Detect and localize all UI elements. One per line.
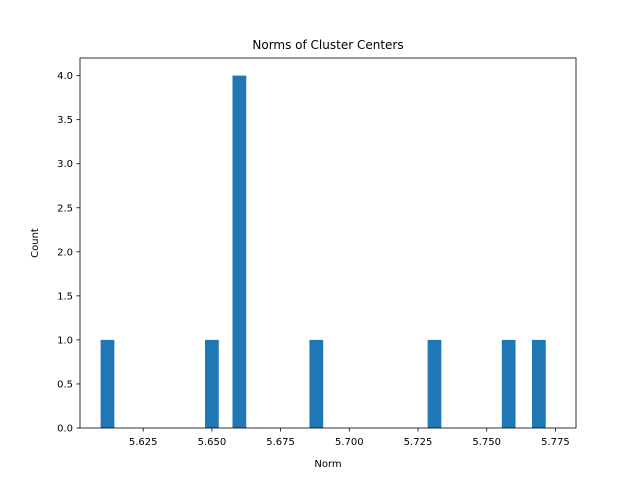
x-tick-label-7: 5.775 [541, 437, 570, 448]
x-tick-label-2: 5.650 [198, 437, 227, 448]
histogram-bar-6 [501, 339, 516, 428]
y-tick-label-5: 2.0 [57, 247, 73, 258]
histogram-bar-2 [205, 339, 219, 428]
x-tick-label-3: 5.675 [266, 437, 295, 448]
histogram-bar-3 [232, 75, 247, 428]
y-tick-label-6: 2.5 [57, 203, 73, 214]
y-tick-label-1: 0.0 [57, 424, 73, 435]
x-axis: 5.625 5.650 5.675 5.700 5.725 5.750 5.775 [129, 428, 570, 448]
x-tick-label-1: 5.625 [129, 437, 158, 448]
chart-title: Norms of Cluster Centers [252, 38, 403, 52]
y-tick-label-4: 1.5 [57, 291, 73, 302]
histogram-bar-1 [100, 339, 115, 428]
y-tick-label-2: 0.5 [57, 379, 73, 390]
histogram-bars [100, 75, 546, 428]
histogram-bar-4 [309, 339, 324, 428]
histogram-bar-5 [427, 339, 442, 428]
plot-frame [79, 57, 577, 429]
x-axis-label: Norm [314, 459, 341, 470]
x-tick-label-5: 5.725 [404, 437, 433, 448]
y-tick-label-8: 3.5 [57, 115, 73, 126]
y-tick-label-7: 3.0 [57, 159, 73, 170]
y-axis-label: Count [30, 228, 41, 258]
y-axis: 0.0 0.5 1.0 1.5 2.0 2.5 3.0 3.5 4.0 [57, 71, 80, 435]
x-tick-label-4: 5.700 [335, 437, 364, 448]
histogram-bar-7 [532, 339, 546, 428]
y-tick-label-3: 1.0 [57, 335, 73, 346]
x-tick-label-6: 5.750 [472, 437, 501, 448]
y-tick-label-9: 4.0 [57, 71, 73, 82]
